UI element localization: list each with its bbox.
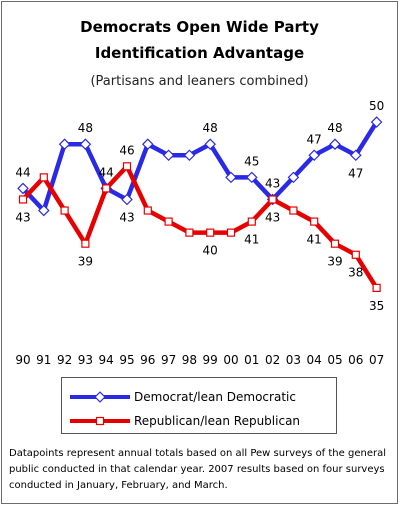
legend-label-1: Republican/lean Republican <box>134 414 300 428</box>
x-tick-label-93: 93 <box>78 353 93 367</box>
data-label-dem-93: 48 <box>78 121 93 135</box>
data-point-dem-03 <box>287 171 300 184</box>
x-tick-label-90: 90 <box>15 353 30 367</box>
data-label-dem-02: 43 <box>265 176 280 190</box>
data-label-dem-05: 48 <box>327 121 342 135</box>
x-tick-label-03: 03 <box>286 353 301 367</box>
data-point-rep-95 <box>122 162 132 171</box>
chart-title-line2: Identification Advantage <box>94 44 305 62</box>
legend-marker-dem <box>94 391 106 403</box>
data-label-rep-93: 39 <box>78 255 93 269</box>
data-point-rep-99 <box>206 228 215 237</box>
data-point-dem-98 <box>183 149 196 162</box>
legend-marker-rep <box>95 416 105 426</box>
data-point-rep-90 <box>18 195 28 204</box>
data-point-rep-94 <box>102 184 111 193</box>
chart-title-line1: Democrats Open Wide Party <box>80 18 319 36</box>
data-label-rep-05: 39 <box>327 255 342 269</box>
data-label-dem-04: 47 <box>307 132 322 146</box>
x-tick-label-02: 02 <box>265 353 280 367</box>
legend-label-0: Democrat/lean Democratic <box>134 390 296 404</box>
x-tick-label-04: 04 <box>307 353 322 367</box>
series-line-0 <box>20 119 379 213</box>
x-tick-label-91: 91 <box>36 353 51 367</box>
x-tick-label-98: 98 <box>182 353 197 367</box>
x-tick-label-94: 94 <box>99 353 114 367</box>
data-label-rep-90: 43 <box>15 210 30 224</box>
data-point-dem-05 <box>329 138 341 151</box>
data-point-rep-91 <box>39 173 48 182</box>
data-point-rep-92 <box>60 206 69 215</box>
data-label-rep-99: 40 <box>203 244 218 258</box>
x-tick-label-92: 92 <box>57 353 72 367</box>
data-point-dem-93 <box>79 138 92 151</box>
x-tick-label-99: 99 <box>203 353 218 367</box>
data-point-rep-93 <box>81 239 90 248</box>
data-label-dem-06: 47 <box>348 166 363 180</box>
chart-subtitle: (Partisans and leaners combined) <box>90 74 309 89</box>
data-point-dem-90 <box>17 182 29 195</box>
data-point-dem-92 <box>58 138 71 151</box>
data-label-rep-06: 38 <box>348 266 363 280</box>
data-point-dem-00 <box>225 171 237 184</box>
data-point-dem-95 <box>121 193 133 206</box>
data-label-dem-07: 50 <box>369 99 384 113</box>
data-point-rep-05 <box>330 239 340 248</box>
data-point-dem-97 <box>162 149 175 162</box>
x-tick-label-05: 05 <box>327 353 342 367</box>
x-tick-label-95: 95 <box>119 353 134 367</box>
data-label-dem-94: 44 <box>99 165 114 179</box>
x-tick-label-97: 97 <box>161 353 176 367</box>
data-point-dem-99 <box>204 138 216 151</box>
data-point-dem-07 <box>370 116 383 128</box>
data-point-dem-01 <box>246 171 258 184</box>
x-tick-label-00: 00 <box>223 353 238 367</box>
data-label-rep-01: 41 <box>244 233 259 247</box>
data-label-dem-01: 45 <box>244 154 259 168</box>
data-point-dem-06 <box>350 149 362 162</box>
data-point-rep-98 <box>185 228 194 237</box>
data-point-rep-02 <box>268 195 277 204</box>
x-tick-label-06: 06 <box>348 353 363 367</box>
data-point-rep-04 <box>310 217 319 226</box>
x-tick-label-96: 96 <box>140 353 155 367</box>
series-line-1 <box>20 164 379 291</box>
x-tick-label-07: 07 <box>369 353 384 367</box>
data-label-rep-95: 46 <box>119 143 134 157</box>
data-point-rep-03 <box>289 206 298 215</box>
data-label-rep-04: 41 <box>307 233 322 247</box>
data-point-rep-96 <box>143 206 152 215</box>
data-point-dem-96 <box>142 138 154 151</box>
data-label-rep-02: 43 <box>265 210 280 224</box>
data-point-rep-01 <box>247 217 256 226</box>
data-label-dem-95: 43 <box>119 210 134 224</box>
data-point-rep-07 <box>372 283 381 292</box>
data-label-dem-90: 44 <box>15 165 30 179</box>
footnote: Datapoints represent annual totals based… <box>9 448 386 491</box>
data-label-dem-99: 48 <box>203 121 218 135</box>
data-point-rep-00 <box>226 228 236 237</box>
data-point-rep-97 <box>164 217 173 226</box>
data-label-rep-07: 35 <box>369 299 384 313</box>
data-point-dem-04 <box>308 149 320 162</box>
x-tick-label-01: 01 <box>244 353 259 367</box>
legend <box>61 377 337 434</box>
data-point-dem-91 <box>38 204 50 217</box>
data-point-rep-06 <box>351 250 360 259</box>
